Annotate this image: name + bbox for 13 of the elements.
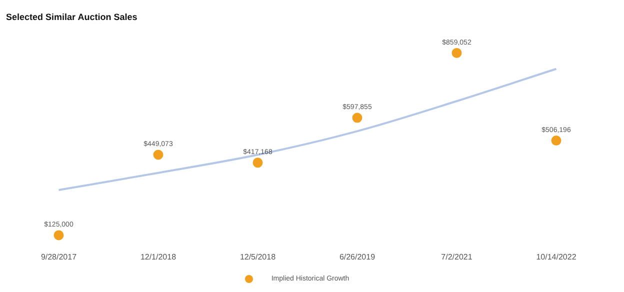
chart-title: Selected Similar Auction Sales xyxy=(6,12,138,22)
point xyxy=(452,48,462,58)
x-tick-label: 10/14/2022 xyxy=(536,252,577,262)
point xyxy=(54,230,64,240)
x-tick-label: 6/26/2019 xyxy=(339,252,376,262)
x-tick-label: 7/2/2021 xyxy=(441,252,473,262)
point xyxy=(551,136,562,146)
point xyxy=(153,150,164,160)
x-tick-label: 12/1/2018 xyxy=(140,252,177,262)
point xyxy=(352,112,362,123)
x-tick-label: 9/28/2017 xyxy=(40,252,78,262)
point xyxy=(252,158,263,168)
x-tick-label: 12/5/2018 xyxy=(240,252,276,262)
